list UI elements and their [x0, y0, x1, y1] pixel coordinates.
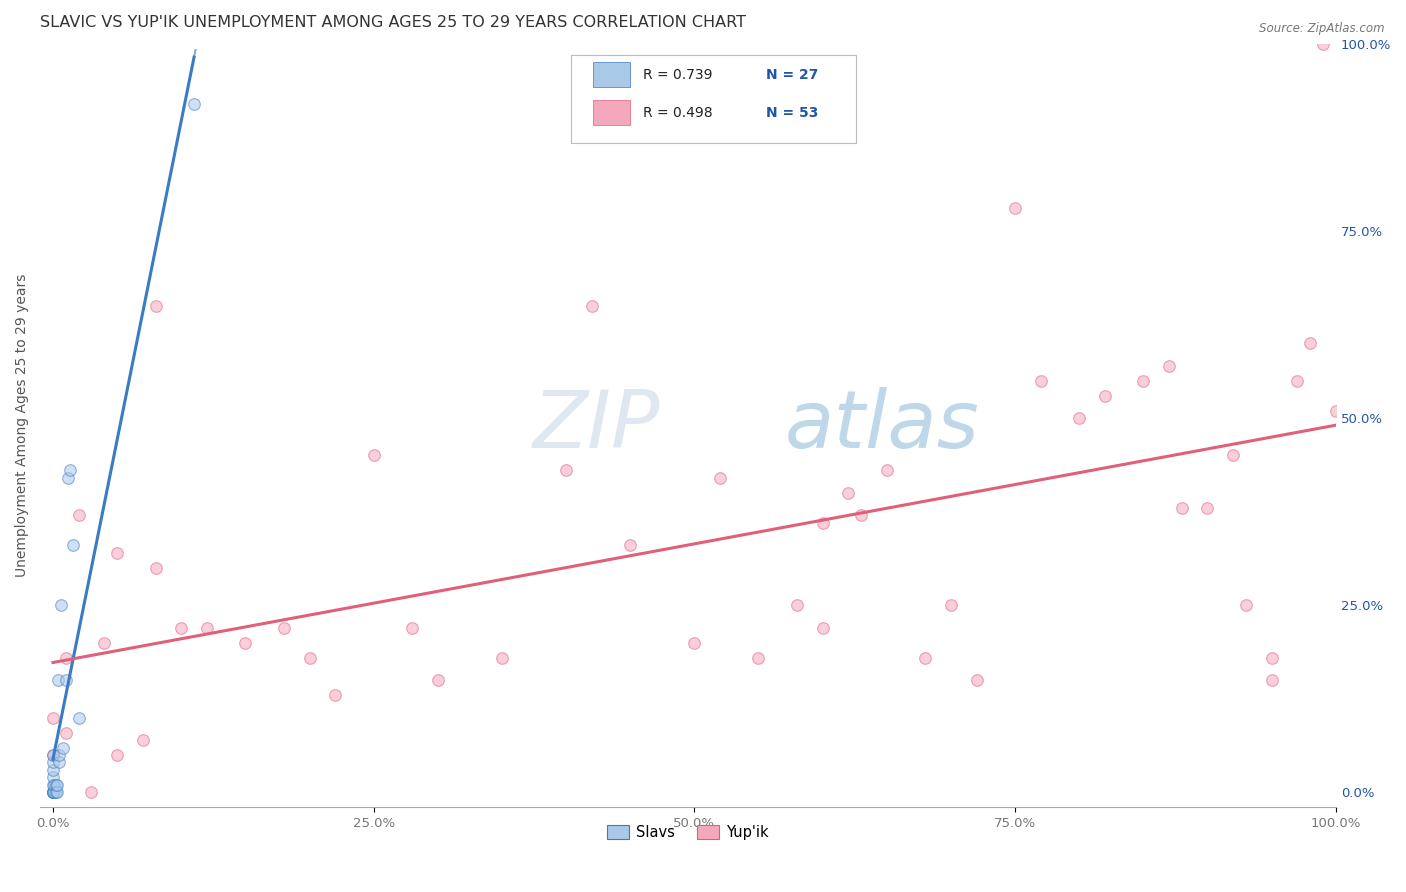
Y-axis label: Unemployment Among Ages 25 to 29 years: Unemployment Among Ages 25 to 29 years	[15, 274, 30, 577]
Point	[45, 778, 67, 792]
Point	[811, 516, 834, 530]
Point	[93, 635, 115, 649]
Point	[1260, 673, 1282, 687]
Legend: Slavs, Yup'ik: Slavs, Yup'ik	[602, 819, 775, 846]
Point	[42, 785, 65, 799]
Point	[235, 635, 257, 649]
Point	[145, 299, 167, 313]
Point	[105, 747, 128, 762]
FancyBboxPatch shape	[571, 55, 856, 143]
Point	[42, 785, 65, 799]
Point	[966, 673, 988, 687]
Point	[1260, 650, 1282, 665]
Point	[849, 508, 872, 523]
Point	[42, 747, 65, 762]
Point	[44, 785, 66, 799]
Text: R = 0.498: R = 0.498	[643, 106, 713, 120]
Point	[195, 621, 218, 635]
Point	[401, 621, 423, 635]
Point	[786, 599, 808, 613]
Bar	[593, 62, 630, 87]
Point	[1171, 500, 1194, 515]
Point	[59, 463, 82, 477]
Text: N = 27: N = 27	[766, 68, 818, 81]
Text: N = 53: N = 53	[766, 106, 818, 120]
Point	[555, 463, 578, 477]
Point	[273, 621, 295, 635]
Point	[145, 561, 167, 575]
Point	[42, 778, 65, 792]
Text: ZIP: ZIP	[533, 386, 659, 465]
Point	[363, 449, 385, 463]
Point	[491, 650, 513, 665]
Point	[42, 763, 65, 777]
Point	[55, 650, 77, 665]
Point	[1222, 449, 1244, 463]
Point	[48, 747, 70, 762]
Point	[914, 650, 936, 665]
Point	[62, 538, 84, 552]
Point	[1324, 403, 1347, 417]
Point	[709, 471, 731, 485]
Point	[426, 673, 449, 687]
Point	[1004, 202, 1026, 216]
Text: Source: ZipAtlas.com: Source: ZipAtlas.com	[1260, 22, 1385, 36]
Point	[42, 756, 65, 770]
Text: atlas: atlas	[785, 386, 980, 465]
Point	[1312, 37, 1334, 51]
Point	[42, 710, 65, 724]
Point	[45, 785, 67, 799]
Point	[132, 733, 155, 747]
Point	[1234, 599, 1257, 613]
Point	[1299, 336, 1322, 351]
Point	[1157, 359, 1180, 373]
Bar	[593, 100, 630, 126]
Point	[58, 471, 80, 485]
Point	[42, 785, 65, 799]
Point	[837, 486, 859, 500]
Point	[67, 710, 90, 724]
Point	[44, 778, 66, 792]
Point	[619, 538, 641, 552]
Point	[298, 650, 321, 665]
Point	[323, 688, 346, 702]
Point	[44, 778, 66, 792]
Point	[42, 785, 65, 799]
Point	[46, 673, 69, 687]
Point	[170, 621, 193, 635]
Text: SLAVIC VS YUP'IK UNEMPLOYMENT AMONG AGES 25 TO 29 YEARS CORRELATION CHART: SLAVIC VS YUP'IK UNEMPLOYMENT AMONG AGES…	[41, 15, 747, 30]
Point	[42, 785, 65, 799]
Point	[42, 747, 65, 762]
Point	[1069, 411, 1091, 425]
Point	[48, 756, 70, 770]
Point	[55, 673, 77, 687]
Point	[747, 650, 769, 665]
Point	[42, 771, 65, 785]
Point	[55, 725, 77, 739]
Point	[80, 785, 103, 799]
Point	[939, 599, 962, 613]
Point	[1286, 374, 1309, 388]
Point	[105, 546, 128, 560]
Point	[183, 96, 205, 111]
Point	[811, 621, 834, 635]
Point	[49, 599, 72, 613]
Point	[44, 785, 66, 799]
Point	[581, 299, 603, 313]
Point	[1197, 500, 1219, 515]
Point	[1094, 388, 1116, 402]
Point	[67, 508, 90, 523]
Point	[1132, 374, 1154, 388]
Point	[52, 740, 75, 755]
Point	[1029, 374, 1052, 388]
Point	[683, 635, 706, 649]
Text: R = 0.739: R = 0.739	[643, 68, 711, 81]
Point	[876, 463, 898, 477]
